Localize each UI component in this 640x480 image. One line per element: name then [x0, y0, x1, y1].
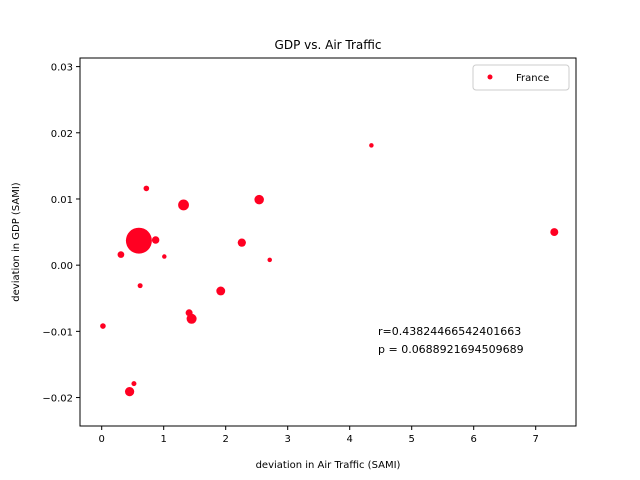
x-tick-label: 7 — [533, 434, 539, 445]
data-point-0-11 — [186, 313, 197, 324]
data-point-0-12 — [216, 286, 226, 296]
correlation-annotation: r=0.43824466542401663 — [378, 325, 521, 338]
legend-label-france: France — [516, 73, 549, 84]
y-axis-label: deviation in GDP (SAMI) — [11, 182, 22, 301]
data-point-0-0 — [100, 323, 106, 329]
data-point-0-17 — [550, 228, 559, 237]
ticks-layer: 0 1 2 3 4 5 6 7 −0.02 −0.01 0.00 0.01 0.02 0.03 — [42, 63, 539, 445]
data-point-0-16 — [369, 143, 374, 148]
x-tick-label: 2 — [223, 434, 229, 445]
x-tick-label: 5 — [409, 434, 415, 445]
data-point-0-6 — [143, 185, 150, 192]
legend-box — [472, 64, 570, 91]
chart-title: GDP vs. Air Traffic — [275, 38, 382, 52]
plot-area-frame — [79, 57, 577, 427]
data-point-0-3 — [131, 381, 137, 387]
y-tick-label: −0.02 — [42, 394, 73, 405]
data-point-0-4 — [125, 227, 152, 254]
data-point-0-1 — [117, 251, 125, 258]
points-layer — [100, 143, 559, 397]
data-point-0-9 — [178, 199, 189, 211]
y-tick-label: 0.01 — [51, 195, 73, 206]
data-point-0-15 — [267, 257, 272, 263]
y-tick-label: 0.03 — [51, 63, 73, 74]
x-tick-label: 6 — [471, 434, 477, 445]
y-tick-label: 0.00 — [51, 261, 73, 272]
legend: France — [472, 64, 570, 91]
x-axis-label: deviation in Air Traffic (SAMI) — [256, 460, 401, 471]
data-point-0-7 — [151, 236, 160, 244]
x-tick-label: 3 — [285, 434, 291, 445]
data-point-0-14 — [254, 194, 264, 205]
x-tick-label: 1 — [161, 434, 167, 445]
data-point-0-2 — [124, 386, 135, 397]
legend-marker — [487, 74, 493, 80]
p-value-annotation: p = 0.0688921694509689 — [378, 343, 524, 356]
data-point-0-8 — [162, 254, 167, 259]
y-tick-label: −0.01 — [42, 327, 73, 338]
x-tick-label: 0 — [99, 434, 105, 445]
y-tick-label: 0.02 — [51, 129, 73, 140]
x-tick-label: 4 — [347, 434, 353, 445]
data-point-0-13 — [237, 238, 246, 247]
data-point-0-5 — [137, 283, 143, 289]
